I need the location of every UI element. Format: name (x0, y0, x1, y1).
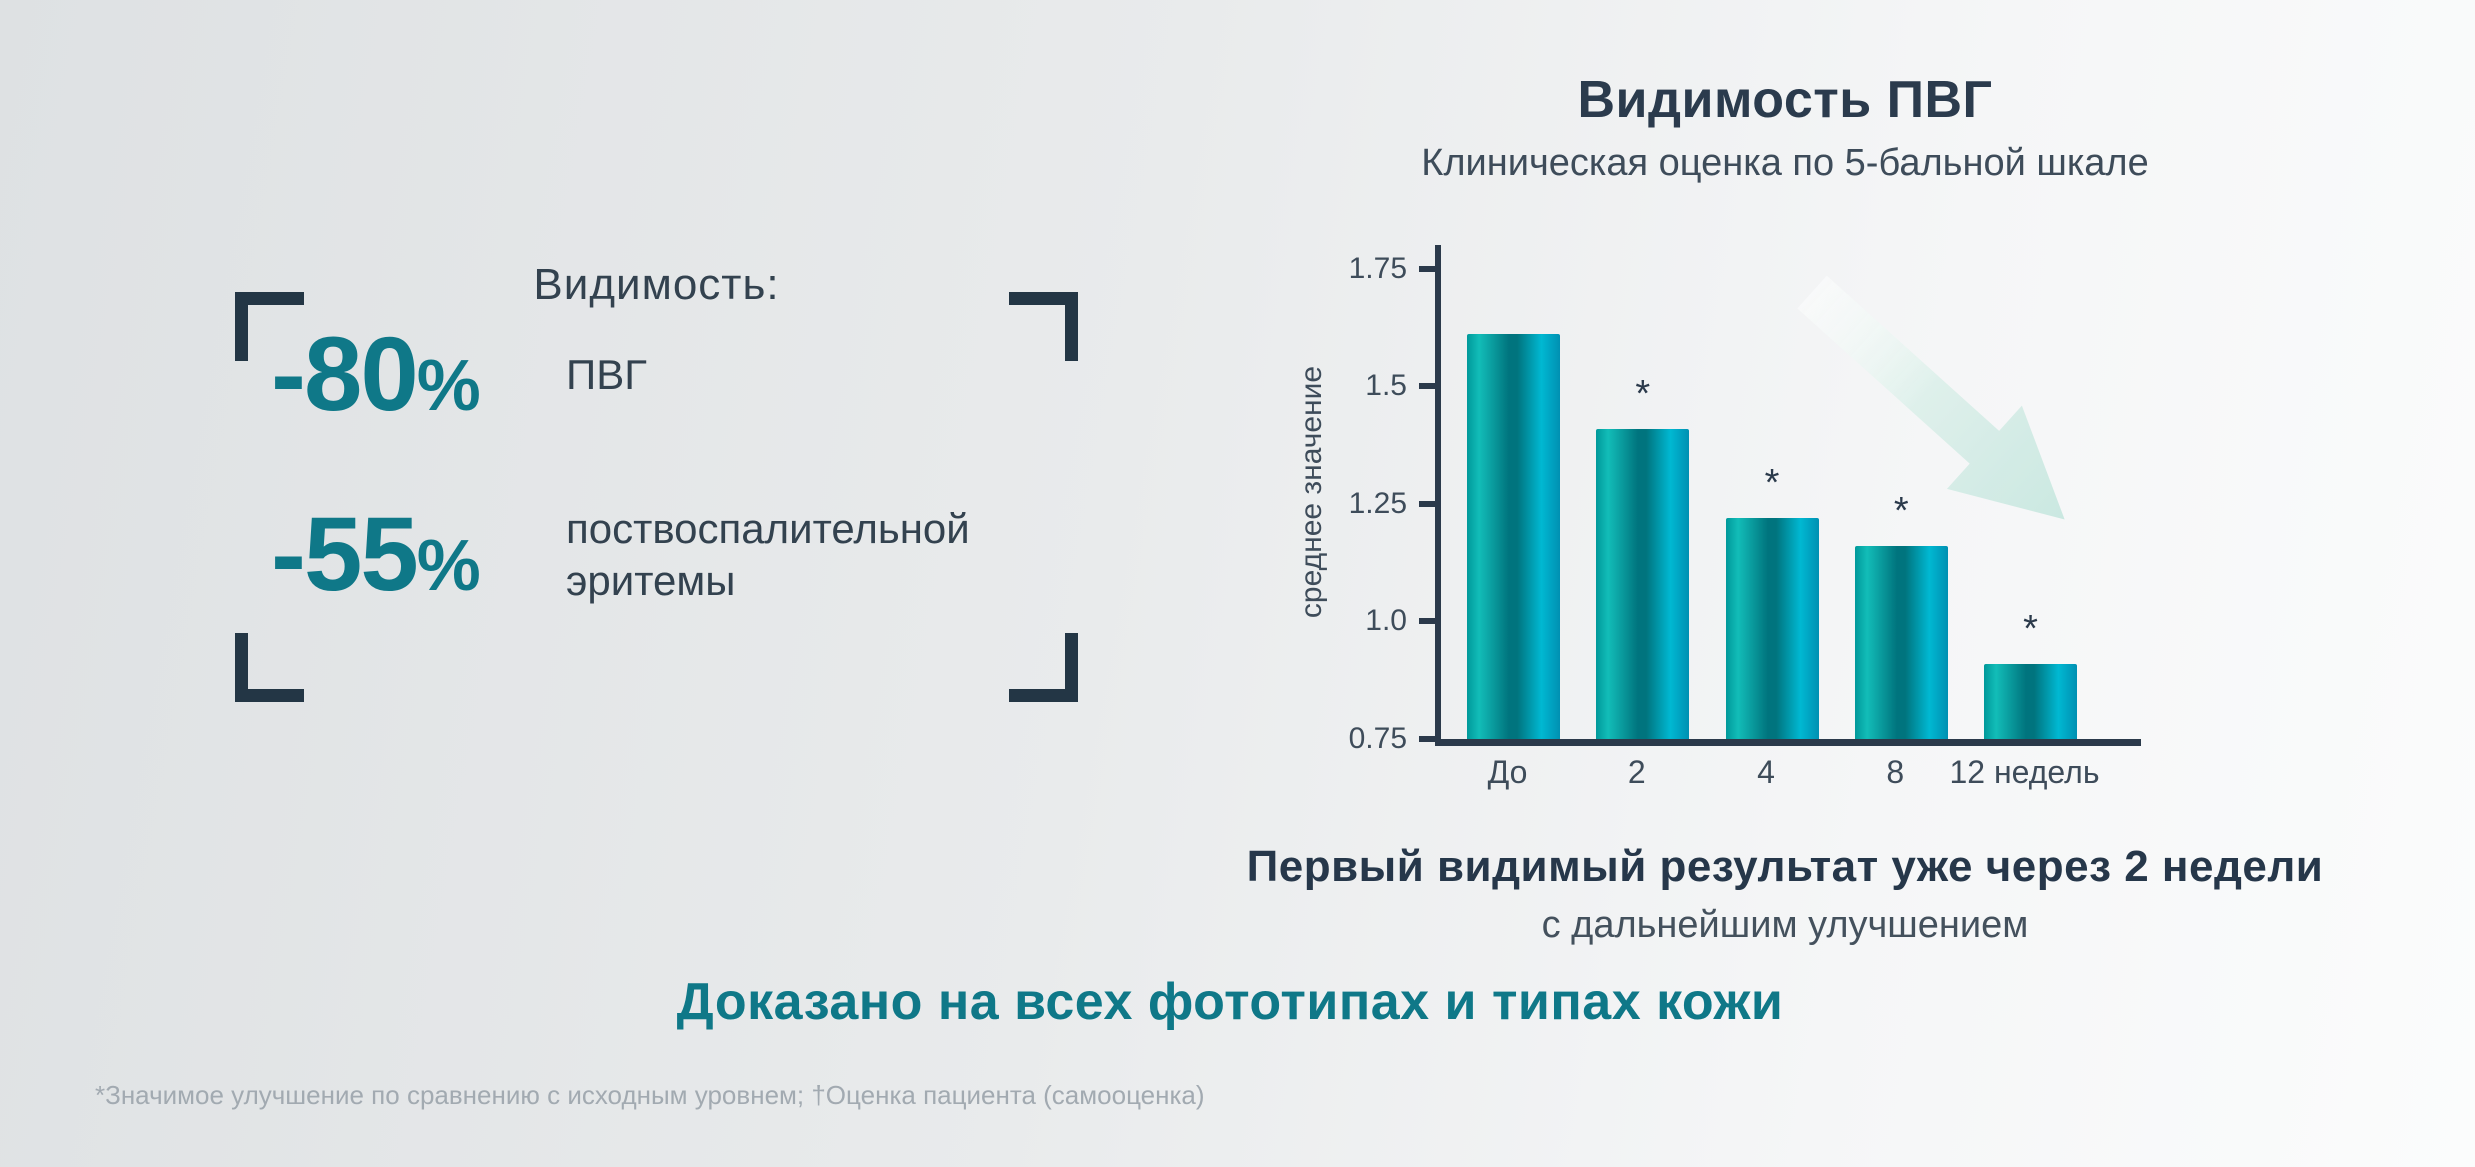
caption-bold-line: Первый видимый результат уже через 2 нед… (1246, 842, 2324, 891)
chart-subtitle: Клиническая оценка по 5-бальной шкале (1421, 142, 2149, 184)
stat-heading: Видимость: (533, 260, 780, 309)
bracket-bottom-right-icon (1009, 633, 1078, 702)
stat-percent-sign: % (416, 346, 481, 426)
stat-label: поствоспалительной эритемы (566, 505, 970, 604)
bar-group (1467, 280, 1560, 739)
significance-asterisk: * (1893, 490, 1909, 533)
x-tick-label: 12 недель (1949, 754, 2100, 790)
stat-rows: -80% ПВГ -55% поствоспалительной эритемы (235, 292, 1078, 702)
stat-percent-sign: % (416, 526, 481, 606)
stat-value: -55% (271, 496, 481, 613)
x-tick-label: 2 (1627, 754, 1646, 790)
stat-label: ПВГ (566, 350, 647, 398)
y-axis-tick (1419, 383, 1435, 390)
bars-container: * * * * (1467, 245, 2077, 739)
bracket-bottom-left-icon (235, 633, 304, 702)
y-tick-label: 0.75 (1348, 722, 1407, 755)
bar (1596, 428, 1690, 739)
bar-group: * (1725, 461, 1819, 739)
x-tick-label: До (1487, 754, 1528, 790)
chart-title: Видимость ПВГ (1577, 71, 1993, 129)
y-tick-label: 1.25 (1348, 486, 1407, 520)
claim-text: Доказано на всех фототипах и типах кожи (676, 973, 1784, 1031)
y-axis-tick (1419, 618, 1435, 625)
stat-item: -55% поствоспалительной эритемы (271, 502, 1078, 607)
stat-item: -80% ПВГ (271, 322, 647, 427)
footnote-text: *Значимое улучшение по сравнению с исход… (95, 1080, 1205, 1110)
bar (1854, 546, 1948, 739)
bracket-top-right-icon (1009, 292, 1078, 361)
trend-arrow-icon (1797, 275, 2065, 520)
y-tick-label: 1.5 (1365, 369, 1407, 403)
chart-caption: Первый видимый результат уже через 2 нед… (1240, 842, 2330, 947)
caption-sub-line: с дальнейшим улучшением (1541, 904, 2029, 946)
y-tick-label: 1.75 (1348, 251, 1407, 285)
y-axis-tick (1419, 500, 1435, 507)
bar (1467, 334, 1560, 739)
stat-value: -80% (271, 316, 481, 433)
y-tick-label: 1.0 (1365, 604, 1407, 638)
bar-group: * (1596, 372, 1690, 739)
x-tick-label: 8 (1886, 754, 1905, 790)
bracket-top-left-icon (235, 292, 304, 361)
significance-asterisk: * (1764, 461, 1780, 504)
stat-block: Видимость: -80% ПВГ -55% поствоспалительной… (235, 260, 1078, 702)
x-axis-labels: До 2 4 8 12 недель (1461, 754, 2100, 791)
bar-group: * (1984, 610, 2077, 739)
y-axis-tick (1419, 265, 1435, 272)
plot-area: * * * * 0.75 1.0 1.25 1.5 1.75 (1349, 245, 2141, 755)
x-tick-label: 4 (1757, 754, 1775, 790)
bar-group: * (1854, 490, 1948, 739)
significance-asterisk: * (2023, 607, 2038, 650)
bar (1725, 517, 1819, 739)
y-axis-tick (1419, 736, 1435, 742)
bar (1984, 663, 2077, 739)
significance-asterisk: * (1635, 372, 1651, 415)
y-axis-label: среднее значение (1295, 365, 1328, 619)
